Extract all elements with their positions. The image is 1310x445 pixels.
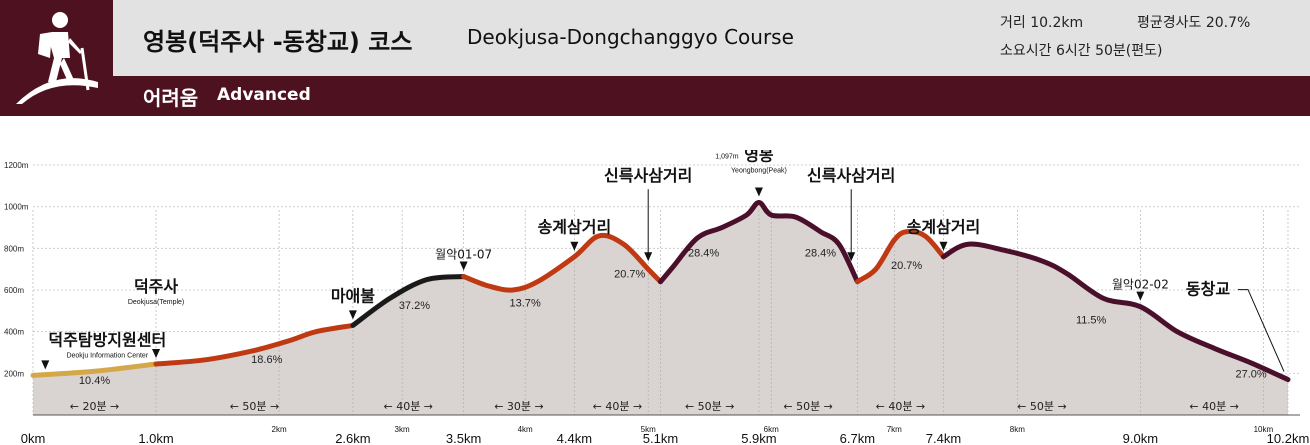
duration-stat: 소요시간 6시간 50분(편도) xyxy=(1000,43,1163,59)
landmark-name: 월악01-07 xyxy=(435,247,492,261)
hiker-icon xyxy=(16,12,98,104)
marker-triangle-icon xyxy=(847,252,856,262)
y-tick-label: 1200m xyxy=(4,161,29,170)
x-tick-label: 6km xyxy=(764,425,779,434)
hiker-icon-box xyxy=(0,0,113,116)
y-tick-label: 400m xyxy=(4,328,24,337)
slope-label: 28.4% xyxy=(688,248,719,260)
header-background xyxy=(0,0,1310,82)
slope-label: 20.7% xyxy=(614,269,645,281)
landmark-name: 마애불 xyxy=(331,286,375,305)
profile-segment-moderate xyxy=(461,232,663,293)
landmark-name: 월악02-02 xyxy=(1112,278,1169,292)
difficulty-tab xyxy=(113,76,333,116)
slope-label: 10.4% xyxy=(79,375,110,387)
difficulty-label-english: Advanced xyxy=(217,85,311,105)
x-tick-label: 2.6km xyxy=(335,431,370,445)
landmark-name: 송계삼거리 xyxy=(907,218,981,237)
duration-label: ← 20분 → xyxy=(70,400,120,413)
x-tick-label: 5km xyxy=(641,425,656,434)
elevation-profile-chart: 200m 400m 600m 800m 1000m 1200m 0km 1.0km 2km 2.6… xyxy=(4,150,1310,445)
landmark-name: 영봉 xyxy=(744,150,774,165)
marker-triangle-icon xyxy=(348,310,357,320)
difficulty-label: 어려움 xyxy=(143,86,199,110)
x-tick-label: 8km xyxy=(1010,425,1025,434)
duration-label: ← 50분 → xyxy=(685,400,735,413)
landmark-name: 송계삼거리 xyxy=(538,218,612,237)
x-tick-label: 0km xyxy=(21,431,46,445)
profile-segment-moderate xyxy=(854,228,946,285)
profile-segment-moderate xyxy=(153,322,356,367)
marker-triangle-icon xyxy=(41,360,50,370)
x-tick-label: 3.5km xyxy=(446,431,481,445)
profile-segment-very_hard xyxy=(941,241,1291,383)
x-tick-label: 5.1km xyxy=(643,431,678,445)
y-tick-label: 600m xyxy=(4,286,24,295)
x-tick-label: 9.0km xyxy=(1123,431,1158,445)
marker-triangle-icon xyxy=(1136,291,1145,301)
average-slope-stat: 평균경사도 20.7% xyxy=(1137,15,1251,31)
x-tick-label: 4km xyxy=(518,425,533,434)
course-title-korean: 영봉(덕주사 -동창교) 코스 xyxy=(143,28,413,56)
slope-label: 37.2% xyxy=(399,300,430,312)
x-tick-label: 1.0km xyxy=(138,431,173,445)
pointer-line xyxy=(1238,289,1285,372)
y-tick-label: 200m xyxy=(4,369,24,378)
x-tick-label: 5.9km xyxy=(741,431,776,445)
x-tick-label: 3km xyxy=(395,425,410,434)
slope-label: 27.0% xyxy=(1235,369,1266,381)
distance-stat: 거리 10.2km xyxy=(1000,15,1084,31)
x-tick-label: 10.2km xyxy=(1267,431,1310,445)
slope-label: 11.5% xyxy=(1076,314,1107,326)
marker-triangle-icon xyxy=(152,348,161,358)
landmark-name: 덕주탐방지원센터 xyxy=(48,330,166,349)
duration-label: ← 50분 → xyxy=(230,400,280,413)
terrain-fill xyxy=(33,202,1288,415)
duration-label: ← 50분 → xyxy=(1017,400,1067,413)
marker-triangle-icon xyxy=(459,261,468,271)
duration-label: ← 40분 → xyxy=(1189,400,1239,413)
landmark-subtitle: Yeongbong(Peak) xyxy=(731,168,787,175)
profile-segment-very_hard xyxy=(658,199,860,285)
marker-triangle-icon xyxy=(939,241,948,251)
marker-triangle-icon xyxy=(570,241,579,251)
marker-triangle-icon xyxy=(644,252,653,262)
x-tick-label: 4.4km xyxy=(557,431,592,445)
profile-segment-easy xyxy=(30,361,159,378)
slope-label: 18.6% xyxy=(251,354,282,366)
landmark-subtitle: Deokju Information Center xyxy=(66,352,148,359)
marker-triangle-icon xyxy=(754,187,763,197)
x-tick-label: 2km xyxy=(272,425,287,434)
landmark-name: 덕주사 xyxy=(134,277,178,296)
slope-label: 13.7% xyxy=(510,298,541,310)
duration-label: ← 50분 → xyxy=(783,400,833,413)
slope-label: 28.4% xyxy=(805,248,836,260)
course-title-english: Deokjusa-Dongchanggyo Course xyxy=(467,25,794,49)
profile-segment-hard xyxy=(350,274,467,328)
x-tick-label: 10km xyxy=(1254,425,1274,434)
duration-label: ← 40분 → xyxy=(876,400,926,413)
landmark-subtitle: Deokjusa(Temple) xyxy=(128,299,184,306)
y-tick-label: 800m xyxy=(4,244,24,253)
landmark-name: 동창교 xyxy=(1186,280,1230,299)
duration-label: ← 40분 → xyxy=(383,400,433,413)
x-tick-label: 7km xyxy=(887,425,902,434)
x-tick-label: 7.4km xyxy=(926,431,961,445)
y-tick-label: 1000m xyxy=(4,203,29,212)
landmark-name: 신륵사삼거리 xyxy=(807,166,895,185)
landmark-name: 신륵사삼거리 xyxy=(604,166,692,185)
duration-label: ← 40분 → xyxy=(593,400,643,413)
peak-elevation-label: 1,097m xyxy=(715,154,739,161)
duration-label: ← 30분 → xyxy=(494,400,544,413)
slope-label: 20.7% xyxy=(891,260,922,272)
x-tick-label: 6.7km xyxy=(840,431,875,445)
